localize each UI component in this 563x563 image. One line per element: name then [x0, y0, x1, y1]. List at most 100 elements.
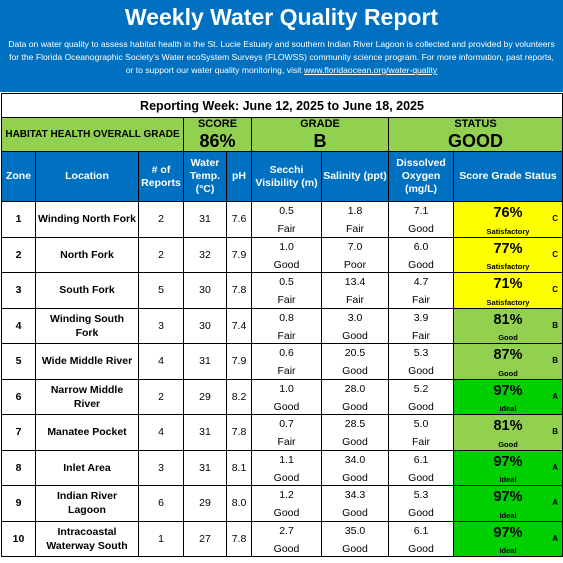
zone-grade: B [552, 320, 559, 330]
column-headers: Zone Location # of Reports Water Temp. (… [1, 151, 563, 202]
header-zone: Zone [1, 151, 36, 202]
report-count: 2 [138, 201, 184, 238]
oxygen-value: 6.1 [413, 453, 429, 466]
report-count: 3 [138, 307, 184, 344]
zone-status: Ideal [499, 546, 517, 555]
score-cell: 87% B Good [452, 343, 563, 380]
habitat-health-label: HABITAT HEALTH OVERALL GRADE [1, 117, 184, 152]
water-quality-link[interactable]: www.floridaocean.org/water-quality [303, 65, 438, 75]
zone-location: Winding North Fork [38, 213, 136, 226]
secchi-value: 1.1 [279, 453, 294, 466]
zone-status: Ideal [499, 510, 517, 520]
score-cell: 97% A Ideal [452, 520, 563, 557]
zone-grade: A [552, 533, 559, 543]
oxygen-rating: Good [408, 223, 434, 236]
table-row: 2 North Fork 2 32 7.9 1.0 Good 7.0 Poor 6.0 Good 77… [1, 236, 563, 273]
secchi-value: 0.5 [279, 205, 294, 218]
table-row: 6 Narrow Middle River 2 29 8.2 1.0 Good 28.0 Goo… [1, 378, 563, 415]
zone-location: Narrow Middle River [50, 383, 124, 410]
status-label: STATUS [454, 118, 497, 130]
header-location: Location [35, 151, 139, 202]
zone-number: 9 [1, 485, 36, 522]
table-row: 7 Manatee Pocket 4 31 7.8 0.7 Fair 28.5 Good 5.0 F… [1, 414, 563, 451]
zone-score: 71% [493, 276, 523, 292]
ph-value: 8.1 [226, 449, 252, 486]
zone-number: 2 [1, 236, 36, 273]
salinity-value: 13.4 [344, 276, 366, 289]
secchi-rating: Good [273, 471, 300, 484]
water-temp: 27 [183, 520, 227, 557]
water-temp: 31 [183, 343, 227, 380]
salinity-rating: Good [342, 365, 368, 378]
zone-status: Good [498, 368, 518, 378]
salinity-rating: Good [342, 542, 368, 555]
zone-number: 7 [1, 414, 36, 451]
score-cell: 97% A Ideal [452, 378, 563, 415]
zone-number: 6 [1, 378, 36, 415]
secchi-value: 1.0 [279, 240, 294, 253]
zone-status: Satisfactory [486, 262, 530, 271]
zone-score: 81% [493, 311, 523, 328]
secchi-rating: Good [273, 400, 300, 413]
zone-grade: C [552, 249, 559, 259]
report-count: 3 [138, 449, 184, 486]
salinity-value: 28.5 [344, 418, 366, 431]
report-title: Weekly Water Quality Report [124, 4, 439, 30]
secchi-rating: Good [273, 258, 300, 271]
salinity-rating: Poor [343, 258, 367, 271]
salinity-rating: Good [342, 400, 368, 413]
zone-location: Wide Middle River [41, 355, 133, 368]
salinity-rating: Good [342, 329, 368, 342]
zone-number: 1 [1, 201, 36, 238]
zone-grade: A [552, 498, 559, 507]
zone-location: Indian River Lagoon [56, 490, 118, 517]
zone-location: Winding South Fork [50, 312, 124, 339]
zone-status: Good [498, 439, 518, 449]
zone-score: 97% [493, 453, 523, 470]
salinity-value: 1.8 [347, 205, 363, 218]
secchi-rating: Good [273, 507, 300, 520]
oxygen-rating: Fair [411, 436, 431, 449]
zone-number: 8 [1, 449, 36, 486]
zone-grade: A [552, 462, 559, 472]
oxygen-value: 3.9 [413, 311, 429, 324]
overall-status: STATUS GOOD [387, 117, 563, 152]
score-cell: 81% B Good [452, 414, 563, 451]
water-temp: 29 [183, 485, 227, 522]
score-cell: 97% A Ideal [452, 449, 563, 486]
zone-location: North Fork [60, 248, 114, 261]
zone-score: 81% [493, 418, 523, 434]
salinity-value: 34.0 [344, 453, 366, 466]
zone-score: 97% [493, 489, 523, 505]
secchi-rating: Fair [277, 223, 296, 236]
secchi-value: 0.8 [279, 311, 294, 324]
secchi-value: 0.6 [279, 347, 294, 360]
ph-value: 7.8 [226, 520, 252, 557]
ph-value: 8.0 [226, 485, 252, 522]
zone-location: Manatee Pocket [47, 426, 127, 439]
zone-location: Inlet Area [63, 461, 111, 474]
zone-status: Ideal [499, 475, 517, 484]
zone-location: South Fork [59, 284, 115, 297]
zone-number: 4 [1, 307, 36, 344]
salinity-value: 7.0 [347, 240, 363, 253]
header-temp: Water Temp. (°C) [183, 151, 227, 202]
oxygen-value: 6.1 [413, 524, 429, 537]
zone-score: 77% [493, 240, 523, 257]
oxygen-value: 5.3 [413, 489, 429, 502]
score-value: 86% [199, 131, 236, 151]
zone-number: 10 [1, 520, 36, 557]
oxygen-rating: Fair [411, 294, 431, 307]
table-row: 4 Winding South Fork 3 30 7.4 0.8 Fair 3.0 Good 3… [1, 307, 563, 344]
table-row: 3 South Fork 5 30 7.8 0.5 Fair 13.4 Fair 4.7 Fair 7… [1, 272, 563, 309]
header-oxygen: Dissolved Oxygen (mg/L) [388, 151, 454, 202]
secchi-value: 0.5 [279, 276, 294, 289]
score-label: SCORE [197, 118, 238, 130]
header-salinity: Salinity (ppt) [321, 151, 389, 202]
salinity-value: 34.3 [344, 489, 366, 502]
salinity-value: 35.0 [344, 524, 366, 537]
report-description: Data on water quality to assess habitat … [0, 32, 563, 77]
table-row: 8 Inlet Area 3 31 8.1 1.1 Good 34.0 Good 6.1 Good 9… [1, 449, 563, 486]
oxygen-value: 5.0 [413, 418, 429, 431]
report-count: 2 [138, 378, 184, 415]
